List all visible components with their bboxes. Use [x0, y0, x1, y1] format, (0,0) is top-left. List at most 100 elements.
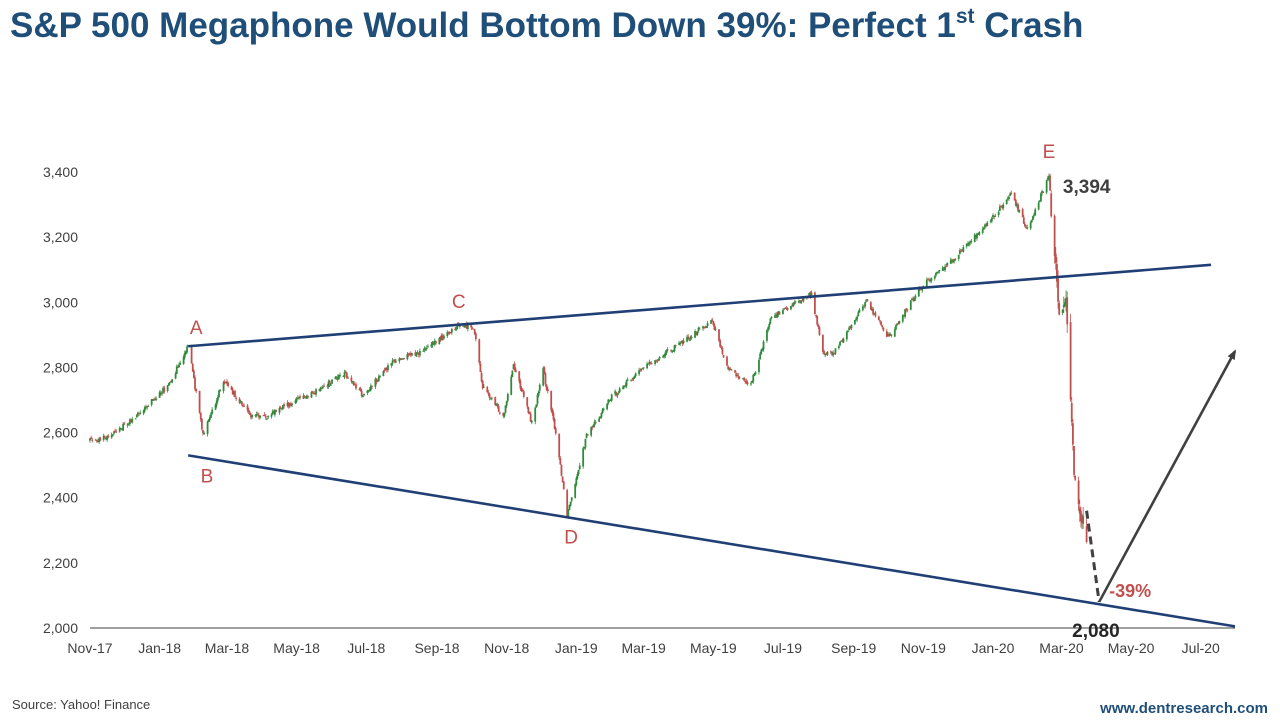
candle-body [302, 395, 305, 399]
candle-body [696, 331, 699, 336]
candle-body [912, 298, 914, 301]
candle-body [639, 370, 642, 372]
candle-body [847, 330, 849, 332]
candle-body [817, 324, 820, 328]
candle-body [395, 361, 397, 363]
candle-body [379, 375, 381, 377]
candle-body [278, 408, 281, 413]
candle-body [473, 329, 476, 334]
candle-body [259, 415, 261, 418]
candle-body [888, 333, 891, 337]
candle-body [591, 426, 594, 428]
candle-body [905, 308, 908, 311]
x-tick-label: Mar-19 [621, 640, 666, 656]
candle-body [422, 350, 425, 352]
candle-body [695, 331, 698, 335]
candle-body [279, 407, 282, 409]
candle-body [111, 434, 114, 436]
candle-body [254, 415, 257, 417]
candle-body [198, 390, 201, 413]
candle-body [326, 385, 329, 387]
candle-body [498, 412, 501, 414]
candle-body [1082, 515, 1085, 524]
candle-body [946, 262, 949, 266]
candle-body [167, 383, 170, 386]
candle-body [553, 418, 556, 430]
candle-body [631, 379, 634, 381]
candle-body [745, 381, 748, 383]
candle-body [385, 367, 388, 371]
candle-body [360, 390, 363, 396]
candle-body [203, 433, 206, 435]
candle-body [874, 312, 877, 317]
candle-body [601, 409, 604, 414]
candle-body [242, 405, 244, 407]
candle-body [941, 267, 944, 271]
candle-body [816, 316, 819, 325]
candle-body [775, 314, 777, 318]
candle-body [712, 320, 715, 325]
candle-body [615, 391, 618, 396]
candle-body [1013, 192, 1016, 201]
candle-body [139, 412, 142, 414]
candle-body [570, 497, 573, 501]
candle-body [480, 372, 483, 382]
upper-trendline [188, 263, 1212, 348]
candle-body [766, 330, 768, 341]
candle-body [434, 341, 437, 344]
candle-body [270, 414, 273, 417]
candle-body [719, 340, 722, 347]
x-tick-label: Nov-18 [484, 640, 529, 656]
candle-body [391, 360, 394, 364]
candle-body [97, 440, 99, 443]
candle-body [122, 424, 125, 431]
candle-body [689, 336, 692, 340]
candle-body [848, 327, 851, 331]
candle-body [230, 386, 233, 390]
candle-body [288, 403, 291, 407]
candle-body [606, 403, 609, 410]
candle-body [255, 414, 258, 416]
candle-body [506, 393, 509, 401]
projected-decline-line [1085, 510, 1101, 603]
candle-body [118, 428, 121, 432]
x-tick-label: Mar-20 [1039, 640, 1084, 656]
x-tick-label: Sep-18 [414, 640, 459, 656]
candle-body [350, 377, 353, 382]
candle-body [328, 380, 331, 386]
candle-body [495, 404, 498, 406]
candle-body [784, 307, 787, 309]
candle-body [142, 410, 145, 414]
candle-body [169, 381, 171, 383]
candle-body [336, 376, 339, 380]
candle-body [735, 373, 738, 377]
candle-body [865, 299, 868, 302]
candle-body [829, 351, 832, 353]
candle-body [889, 334, 892, 336]
candle-body [582, 448, 585, 467]
candle-body [814, 292, 816, 314]
candle-body [286, 402, 289, 406]
candle-body [647, 363, 650, 365]
candle-body [753, 374, 756, 376]
candle-body [673, 345, 676, 352]
candle-body [226, 381, 228, 384]
candle-body [1079, 510, 1082, 522]
candle-body [366, 390, 369, 393]
candle-body [881, 325, 884, 328]
candle-body [973, 234, 976, 242]
candle-body [1008, 196, 1010, 199]
candle-body [390, 363, 393, 366]
candle-body [287, 402, 290, 407]
candle-body [646, 363, 648, 369]
candle-body [616, 393, 619, 396]
candle-body [1042, 191, 1045, 193]
candle-body [758, 360, 760, 373]
candle-body [791, 305, 793, 307]
candle-body [768, 324, 771, 328]
candle-body [482, 386, 485, 388]
candle-body [512, 364, 515, 370]
candle-body [546, 388, 549, 392]
candle-body [206, 421, 209, 434]
candle-body [800, 300, 803, 304]
